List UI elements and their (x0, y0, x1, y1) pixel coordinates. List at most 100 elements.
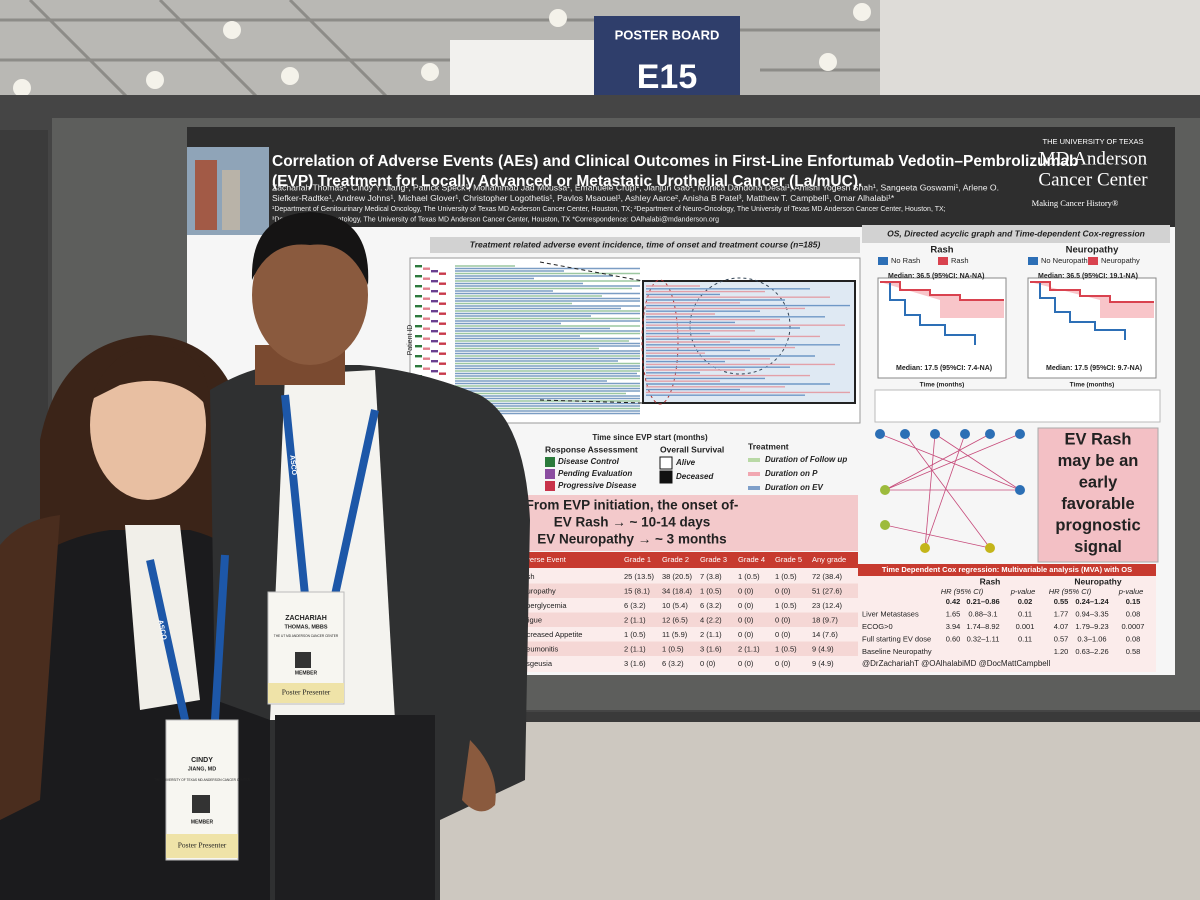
ae-table-cell: 1 (0.5) (738, 572, 760, 581)
swimmer-id-cell (431, 290, 438, 293)
swimmer-x-label: Time since EVP start (months) (592, 433, 708, 442)
poster-header (187, 127, 1175, 227)
signal-line: may be an (1058, 452, 1139, 470)
legend-item: Disease Control (558, 457, 620, 466)
km-median: Median: 36.5 (95%CI: 19.1-NA) (1038, 273, 1138, 280)
author-line: Siefker-Radtke¹, Andrew Johns¹, Michael … (272, 193, 895, 203)
ae-table-header: Grade 2 (662, 555, 689, 564)
swimmer-id-cell (431, 350, 438, 353)
swimmer-id-cell (423, 367, 430, 370)
cox-column: p-value (1118, 587, 1144, 596)
legend-item: Duration on EV (765, 483, 823, 492)
ae-table-cell: 14 (7.6) (812, 630, 838, 639)
signal-line: signal (1074, 538, 1122, 556)
risk-table (874, 389, 1161, 423)
km-legend: Neuropathy (1101, 256, 1140, 265)
badge-qr (192, 652, 311, 813)
ae-table-cell: 1 (0.5) (775, 601, 797, 610)
legend-title: Response Assessment (545, 444, 638, 454)
km-title: Rash (930, 245, 953, 256)
swimmer-id-cell (415, 365, 422, 368)
ae-table-header: Adverse Event (517, 555, 567, 564)
poster-title: Correlation of Adverse Events (AEs) and … (272, 153, 1078, 170)
os-title: OS, Directed acyclic graph and Time-depe… (887, 228, 1145, 238)
ae-table-cell: 38 (20.5) (662, 572, 693, 581)
cox-cell: 0.88–3.1 (968, 609, 997, 618)
ae-table-cell: 18 (9.7) (812, 615, 838, 624)
header-photo-building (195, 160, 217, 230)
swimmer-id-cell (423, 277, 430, 280)
swimmer-id-cell (415, 295, 422, 298)
cox-column: HR (95% CI) (941, 587, 984, 596)
km-legend-swatch (1028, 257, 1038, 265)
badge-last-name: THOMAS, MBBS (284, 624, 327, 630)
swimmer-id-cell (415, 345, 422, 348)
ae-table-cell: 3 (1.6) (700, 644, 722, 653)
poster-title: (EVP) Treatment for Locally Advanced or … (272, 173, 862, 190)
swimmer-id-cell (423, 267, 430, 270)
cox-label: ECOG>0 (862, 622, 893, 631)
km-x-label: Time (months) (1070, 382, 1115, 389)
ae-table-cell: 2 (1.1) (624, 644, 646, 653)
swimmer-id-cell (423, 357, 430, 360)
badge-text: ZACHARIAH THOMAS, MBBS THE UT MD ANDERSON … (154, 455, 339, 850)
legend-swatch (545, 469, 555, 479)
os-title-bar (862, 225, 1170, 243)
ae-table-cell: 2 (1.1) (624, 615, 646, 624)
ae-table-cell: 25 (13.5) (624, 572, 655, 581)
cox-title: Time Dependent Cox regression: Multivari… (882, 565, 1132, 574)
cox-cell: 0.42 (946, 597, 961, 606)
ae-row-bg (513, 612, 858, 627)
ae-table-cell: 0 (0) (775, 659, 791, 668)
ae-table-cell: 1 (0.5) (700, 586, 722, 595)
callout-line: EV Neuropathy → ~ 3 months (537, 532, 726, 547)
cox-label: Baseline Neuropathy (862, 647, 932, 656)
legend-title: Treatment (748, 441, 789, 451)
swimmer-id-cell (423, 287, 430, 290)
ae-table-cell: 1 (0.5) (624, 630, 646, 639)
swimmer-id-cell (431, 280, 438, 283)
ae-table-cell: 0 (0) (738, 601, 754, 610)
signal-box (1037, 427, 1159, 563)
swimmer-id-cell (431, 300, 438, 303)
legend-swatch (748, 472, 760, 476)
dag-nodes (875, 429, 1025, 553)
ae-table-cell: 0 (0) (738, 615, 754, 624)
swimmer-id-cell (439, 312, 446, 315)
board-base (0, 712, 1200, 722)
cox-cell: 0.11 (1018, 609, 1032, 618)
swimmer-y-label: Patient ID (407, 325, 414, 356)
swimmer-id-cell (431, 370, 438, 373)
ae-table-cell: 0 (0) (775, 586, 791, 595)
cox-label: Liver Metastases (862, 609, 919, 618)
callout-line: From EVP initiation, the onset of- (526, 498, 739, 513)
ae-table-cell: 6 (3.2) (700, 601, 722, 610)
badge-role: MEMBER (295, 670, 318, 676)
swimmer-id-cell (415, 305, 422, 308)
legend-swatch (659, 470, 673, 484)
swimmer-title-bar (430, 237, 860, 253)
cox-cell: 0.94–3.35 (1075, 609, 1108, 618)
cox-cell: 0.001 (1016, 622, 1035, 631)
km-median: Median: 17.5 (95%CI: 9.7-NA) (1046, 365, 1142, 372)
cox-cell: 0.55 (1054, 597, 1069, 606)
swimmer-id-cell (439, 322, 446, 325)
cox-column: p-value (1010, 587, 1036, 596)
ae-table-cell: 0 (0) (738, 659, 754, 668)
legend-swatch (748, 458, 760, 462)
sign-code: E15 (637, 58, 698, 96)
swimmer-id-cell (439, 302, 446, 305)
cox-cell: 0.63–2.26 (1075, 647, 1108, 656)
social-handles: @DrZachariahT @OAlhalabiMD @DocMattCampb… (862, 659, 1050, 668)
cox-cell: 0.15 (1126, 597, 1141, 606)
ae-table-cell: 0 (0) (700, 659, 716, 668)
ae-table-header: Grade 5 (775, 555, 802, 564)
swimmer-id-cell (439, 292, 446, 295)
cox-cell: 1.20 (1054, 647, 1069, 656)
ae-table-cell: 0 (0) (738, 630, 754, 639)
cox-cell: 0.32–1.11 (967, 634, 1000, 643)
swimmer-id-cell (415, 285, 422, 288)
cox-cell: 0.57 (1054, 634, 1069, 643)
